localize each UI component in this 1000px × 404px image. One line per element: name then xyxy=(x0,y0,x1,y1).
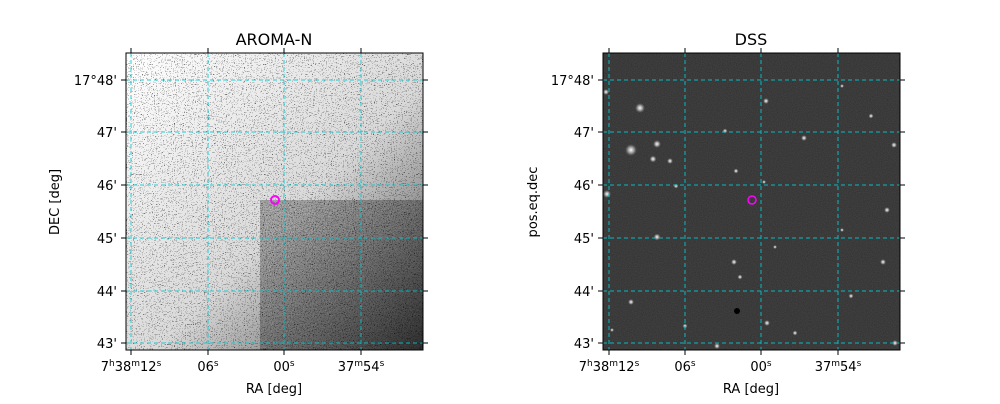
y-tick-label: 17°48' xyxy=(74,74,117,89)
y-tick-label: 43' xyxy=(574,337,594,352)
x-tick-labels: 7h38m12s 06s 00s 37m54s xyxy=(101,359,385,375)
x-tick-label: 37m54s xyxy=(815,359,862,375)
panel-aroma-n: AROMA-N xyxy=(48,30,428,397)
y-tick-label: 44' xyxy=(574,285,594,300)
panel-dss: DSS xyxy=(526,30,905,397)
x-tick-label: 00s xyxy=(750,359,772,375)
y-axis-label: DEC [deg] xyxy=(48,169,63,235)
target-marker xyxy=(270,195,280,205)
y-tick-label: 45' xyxy=(574,232,594,247)
y-tick-labels: 17°48' 47' 46' 45' 44' 43' xyxy=(74,74,117,352)
panel-title: AROMA-N xyxy=(236,30,313,49)
x-tick-labels: 7h38m12s 06s 00s 37m54s xyxy=(579,359,862,375)
grid-lines xyxy=(603,53,900,350)
y-tick-label: 17°48' xyxy=(551,74,594,89)
stars xyxy=(603,84,898,349)
panel-title: DSS xyxy=(735,30,768,49)
axes-frame xyxy=(125,52,424,351)
x-tick-label: 7h38m12s xyxy=(101,359,162,375)
y-tick-label: 43' xyxy=(97,337,117,352)
y-axis-label: pos.eq.dec xyxy=(526,167,541,238)
y-tick-label: 44' xyxy=(97,285,117,300)
dss-image xyxy=(603,53,900,350)
x-tick-label: 00s xyxy=(273,359,295,375)
grid-lines xyxy=(126,53,423,350)
x-axis-label: RA [deg] xyxy=(723,382,779,397)
axes-frame xyxy=(602,52,901,351)
x-tick-label: 7h38m12s xyxy=(579,359,640,375)
x-axis-label: RA [deg] xyxy=(246,382,302,397)
y-tick-label: 47' xyxy=(574,126,594,141)
aroma-image xyxy=(126,53,423,350)
y-tick-labels: 17°48' 47' 46' 45' 44' 43' xyxy=(551,74,594,352)
y-tick-label: 45' xyxy=(97,232,117,247)
x-tick-label: 06s xyxy=(197,359,219,375)
target-marker xyxy=(747,195,757,205)
y-tick-label: 46' xyxy=(574,179,594,194)
y-tick-label: 47' xyxy=(97,126,117,141)
x-tick-label: 06s xyxy=(674,359,696,375)
y-tick-label: 46' xyxy=(97,179,117,194)
x-tick-label: 37m54s xyxy=(338,359,385,375)
